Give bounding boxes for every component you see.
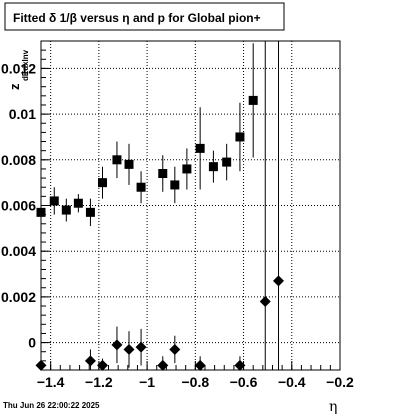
y-tick-label: 0 (28, 335, 36, 351)
data-point-diamond (157, 359, 169, 371)
x-tick-label: −1.2 (85, 374, 113, 390)
axes: −1.4 −1.2 −1 −0.8 −0.6 −0.4 −0.2 0 0.002 0.004 0.0… (1, 40, 354, 390)
y-tick-label: 0.004 (1, 243, 36, 259)
data-point-diamond (273, 275, 285, 287)
y-tick-label: 0.01 (9, 106, 36, 122)
data-point-square (73, 198, 83, 208)
grid (41, 41, 340, 370)
data-point-square (97, 178, 107, 188)
x-tick-label: −1.4 (37, 374, 65, 390)
y-tick-label: 0.012 (1, 60, 36, 76)
x-tick-label: −0.4 (278, 374, 306, 390)
data-point-square (136, 182, 146, 192)
data-point-square (195, 143, 205, 153)
data-point-square (182, 164, 192, 174)
data-point-diamond (135, 341, 147, 353)
y-tick-label: 0.002 (1, 289, 36, 305)
data-point-square (208, 162, 218, 172)
x-axis-label: η (329, 399, 337, 414)
x-tick-label: −0.2 (326, 374, 354, 390)
y-axis-sub-label: dEdxInv (21, 49, 30, 81)
data-point-diamond (194, 359, 206, 371)
data-point-diamond (259, 295, 271, 307)
data-point-square (36, 207, 46, 217)
data-point-diamond (234, 359, 246, 371)
plot-frame (40, 40, 341, 371)
x-tick-label: −0.8 (182, 374, 210, 390)
data-point-square (158, 169, 168, 179)
data-point-square (170, 180, 180, 190)
timestamp: Thu Jun 26 22:00:22 2025 (3, 401, 100, 410)
data-point-square (61, 205, 71, 215)
data-point-diamond (96, 359, 108, 371)
title-box (4, 2, 285, 31)
y-tick-label: 0.008 (1, 152, 36, 168)
data-point-diamond (111, 339, 123, 351)
data-point-square (49, 196, 59, 206)
data-point-square (235, 132, 245, 142)
chart-title: Fitted δ 1/β versus η and p for Global p… (13, 11, 261, 25)
x-tick-label: −1 (139, 374, 155, 390)
svg-text:z: z (7, 83, 22, 90)
y-axis-label: z dEdxInv (7, 49, 30, 90)
data-point-diamond (169, 343, 181, 355)
data-point-diamond (123, 343, 135, 355)
data-point-square (248, 95, 258, 105)
data-point-diamond (35, 359, 47, 371)
data-point-square (124, 159, 134, 169)
series-squares (36, 43, 258, 227)
data-point-square (85, 207, 95, 217)
data-point-square (112, 155, 122, 165)
data-point-diamond (84, 355, 96, 367)
y-tick-label: 0.006 (1, 198, 36, 214)
data-point-square (222, 157, 232, 167)
series-diamonds (35, 41, 285, 371)
x-tick-label: −0.6 (230, 374, 258, 390)
